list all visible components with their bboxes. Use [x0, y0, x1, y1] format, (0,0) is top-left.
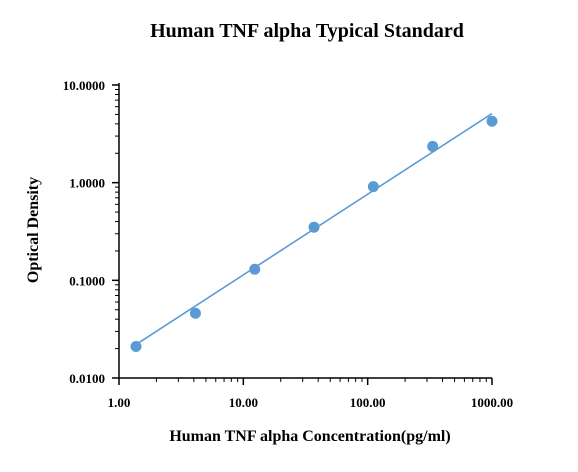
data-point: [486, 115, 498, 127]
x-tick-label: 10.00: [229, 395, 258, 410]
x-tick-label: 100.00: [350, 395, 386, 410]
data-point: [367, 181, 379, 193]
x-tick-label: 1000.00: [471, 395, 513, 410]
data-point: [130, 341, 142, 353]
y-tick-label: 10.0000: [63, 78, 105, 93]
x-tick-label: 1.00: [108, 395, 131, 410]
y-axis-label: Optical Density: [25, 177, 42, 283]
data-point: [308, 221, 320, 233]
y-tick-label: 1.0000: [69, 176, 105, 191]
chart-title: Human TNF alpha Typical Standard: [150, 20, 464, 42]
data-point: [249, 263, 261, 275]
plot-area: 1.00 10.00 100.00 1000.00 0.0100 0.1000 1.0000…: [63, 78, 513, 410]
x-axis-label: Human TNF alpha Concentration(pg/ml): [169, 428, 450, 445]
data-point: [189, 307, 201, 319]
y-tick-label: 0.1000: [69, 273, 105, 288]
data-point: [427, 140, 439, 152]
y-tick-label: 0.0100: [69, 371, 105, 386]
